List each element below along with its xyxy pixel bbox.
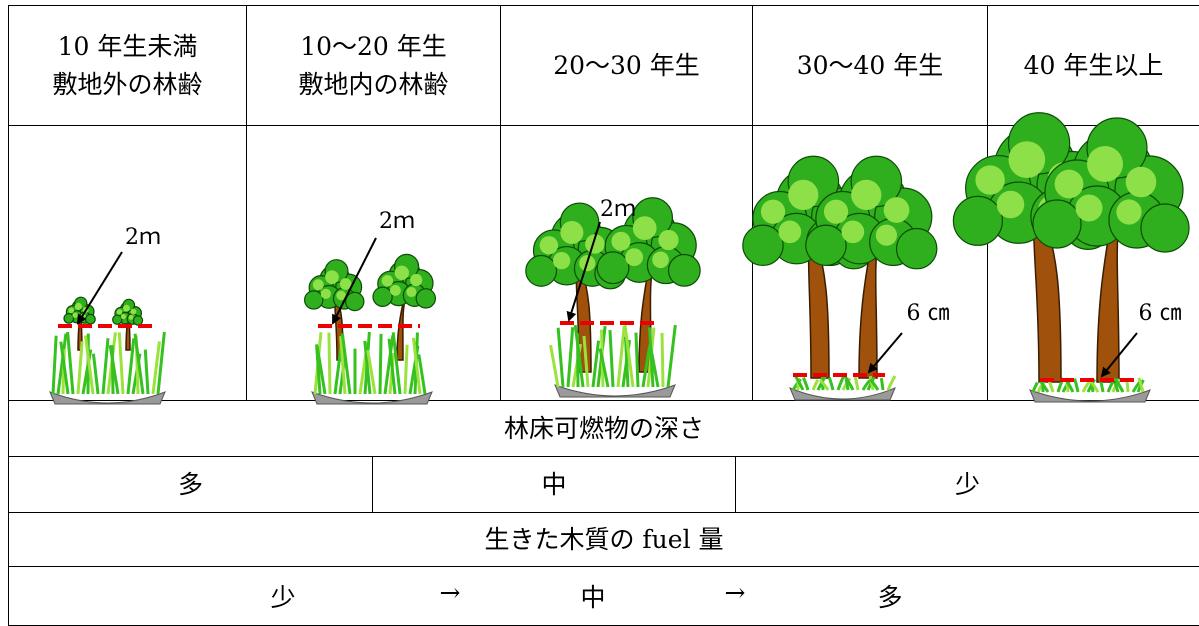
crown-light [406, 287, 416, 297]
crown [743, 225, 783, 265]
crown-light [73, 313, 78, 318]
crown [953, 196, 1002, 245]
grass [610, 330, 613, 387]
annotation: 2ｍ [379, 209, 415, 234]
grass [103, 338, 108, 394]
grass [68, 332, 73, 394]
crown-light [658, 230, 678, 250]
grass [803, 378, 808, 390]
crown-light [68, 308, 74, 314]
crown [806, 225, 846, 265]
crown-light [779, 221, 802, 244]
crown-light [633, 216, 657, 240]
crown-light [130, 309, 136, 315]
crown-light [824, 200, 848, 224]
crown [416, 289, 435, 308]
crown-light [553, 252, 570, 269]
crown-light [975, 165, 1004, 194]
crown [64, 314, 74, 324]
tree [305, 260, 364, 360]
crown [133, 316, 142, 325]
grass [380, 334, 381, 394]
crown-light [410, 274, 422, 286]
crown-light [1087, 146, 1123, 182]
annotation: 6 ㎝ [907, 301, 950, 326]
crown-light [75, 303, 82, 310]
crown-light [1008, 141, 1045, 178]
grass [158, 332, 164, 394]
crown-light [123, 305, 130, 312]
annotation: 2ｍ [600, 197, 636, 222]
crown [1141, 204, 1189, 252]
grass [881, 378, 883, 390]
crown-light [395, 266, 409, 280]
grass [1075, 379, 1078, 392]
grass [1033, 383, 1037, 392]
crown-light [1116, 199, 1141, 224]
crown-light [851, 180, 881, 210]
grass [93, 354, 98, 394]
rock [790, 388, 895, 400]
crown [305, 291, 323, 309]
grass [668, 325, 675, 387]
crown [597, 252, 629, 284]
grass [636, 333, 638, 387]
crown [897, 228, 937, 268]
crown-light [842, 221, 865, 244]
crown-light [876, 225, 897, 246]
crown-light [884, 197, 910, 223]
crown-light [1076, 195, 1103, 222]
grass [53, 336, 56, 394]
crown-light [611, 232, 630, 251]
crown-light [121, 314, 126, 319]
crown-light [1055, 170, 1084, 199]
crown-light [321, 289, 331, 299]
grass [405, 345, 407, 394]
crown [668, 255, 700, 287]
crown-light [390, 285, 401, 296]
crown [113, 315, 122, 324]
crown [346, 292, 364, 310]
grass [329, 333, 330, 394]
crown-light [997, 191, 1025, 219]
crown-light [1126, 167, 1157, 198]
crown-light [560, 221, 583, 244]
crown-light [117, 309, 123, 315]
grass [145, 350, 148, 394]
grass [119, 332, 123, 394]
crown-light [129, 315, 134, 320]
crown-light [625, 248, 643, 266]
annotation: 6 ㎝ [1139, 301, 1182, 326]
crown-light [325, 270, 339, 284]
crown [373, 287, 392, 306]
grass [558, 328, 563, 387]
crown-light [788, 180, 818, 210]
grass [551, 345, 558, 387]
grass [568, 327, 573, 387]
crown [526, 256, 557, 287]
crown-light [382, 275, 394, 287]
crown [86, 314, 96, 324]
crown [1033, 200, 1081, 248]
annotation: 2ｍ [125, 225, 161, 250]
grass [855, 377, 858, 390]
crown-light [313, 279, 324, 290]
grass [829, 377, 833, 390]
grass [662, 333, 663, 387]
crown-light [540, 236, 558, 254]
crown-light [761, 200, 785, 224]
crown-light [652, 251, 669, 268]
